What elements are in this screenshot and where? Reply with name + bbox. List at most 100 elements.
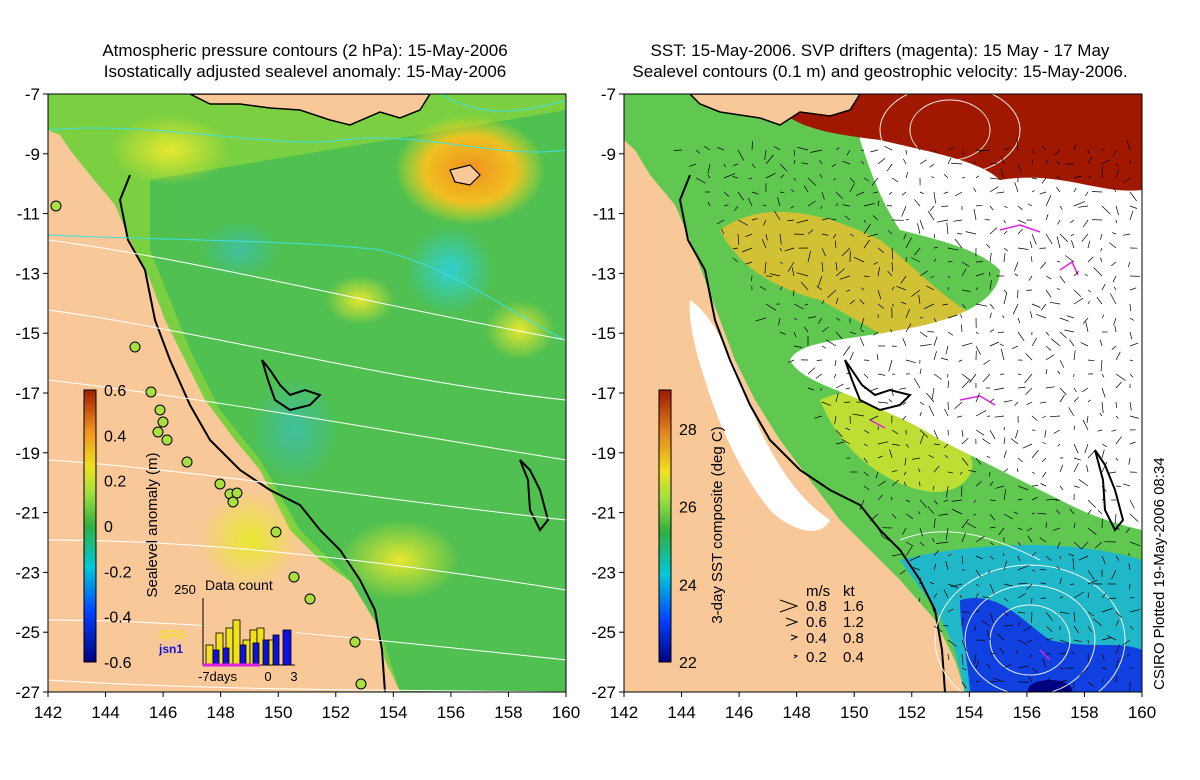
right-title-line2: Sealevel contours (0.1 m) and geostrophi… xyxy=(632,62,1128,81)
velocity-arrow xyxy=(869,415,879,421)
velocity-arrow xyxy=(1101,667,1107,670)
velocity-arrow xyxy=(975,481,982,487)
velocity-arrow xyxy=(942,303,949,306)
velocity-arrow xyxy=(821,345,826,349)
right-x-tick-label: 152 xyxy=(898,703,926,722)
velocity-arrow xyxy=(961,555,964,564)
velocity-arrow xyxy=(919,429,929,438)
velocity-arrow xyxy=(1045,499,1058,501)
velocity-arrow xyxy=(1017,665,1029,669)
velocity-arrow xyxy=(989,177,1001,180)
velocity-arrow xyxy=(870,149,879,153)
left-y-tick-label: -7 xyxy=(25,85,40,104)
velocity-arrow xyxy=(959,594,963,599)
velocity-arrow xyxy=(1041,177,1047,184)
velocity-arrow xyxy=(877,266,881,277)
left-x-tick-label: 154 xyxy=(379,703,407,722)
velocity-arrow xyxy=(1059,464,1064,473)
sla-colorbar xyxy=(83,389,97,663)
velocity-arrow xyxy=(1071,651,1075,655)
velocity-arrow xyxy=(1101,449,1105,459)
velocity-arrow xyxy=(1059,667,1064,670)
velocity-arrow xyxy=(1045,233,1053,245)
velocity-arrow xyxy=(1044,429,1047,438)
velocity-arrow xyxy=(1101,678,1104,683)
velocity-arrow xyxy=(1024,373,1033,384)
velocity-arrow xyxy=(1003,399,1013,403)
velocity-arrow xyxy=(961,639,967,651)
velocity-arrow xyxy=(835,441,845,445)
sla-colorbar-tick-label: -0.4 xyxy=(104,610,132,627)
velocity-arrow xyxy=(1031,160,1034,165)
velocity-arrow xyxy=(891,469,898,473)
sst-yellow-patches xyxy=(820,392,973,492)
velocity-arrow xyxy=(988,569,991,574)
velocity-arrow xyxy=(1052,527,1061,531)
velocity-arrow xyxy=(792,289,795,297)
velocity-arrow xyxy=(873,331,879,336)
velocity-arrow xyxy=(989,253,992,263)
velocity-arrow xyxy=(791,267,795,277)
velocity-arrow xyxy=(1031,512,1035,515)
velocity-arrow xyxy=(1109,293,1117,305)
velocity-arrow xyxy=(891,261,893,272)
velocity-arrow xyxy=(732,257,739,263)
velocity-arrow xyxy=(825,339,837,347)
velocity-arrow xyxy=(1101,148,1105,151)
right-x-tick-label: 158 xyxy=(1070,703,1098,722)
velocity-arrow xyxy=(1129,317,1134,321)
velocity-arrow xyxy=(1087,639,1089,644)
velocity-arrow xyxy=(918,294,921,305)
left-x-tick-label: 158 xyxy=(494,703,522,722)
velocity-arrow xyxy=(975,610,981,613)
velocity-arrow xyxy=(1113,286,1117,291)
velocity-arrow xyxy=(835,203,839,207)
left-y-tick-label: -17 xyxy=(15,384,40,403)
velocity-arrow xyxy=(1087,569,1095,580)
right-x-tick-label: 144 xyxy=(667,703,695,722)
velocity-arrow xyxy=(986,244,991,249)
velocity-arrow xyxy=(1014,261,1019,272)
velocity-arrow xyxy=(919,499,928,508)
velocity-arrow xyxy=(905,499,911,503)
velocity-arrow xyxy=(961,303,966,309)
velocity-arrow xyxy=(919,343,932,347)
velocity-arrow xyxy=(1014,182,1019,193)
velocity-arrow xyxy=(716,219,725,225)
velocity-arrow xyxy=(974,653,977,665)
velocity-arrow xyxy=(947,553,952,557)
velocity-arrow xyxy=(890,329,893,333)
velocity-arrow xyxy=(886,205,893,207)
velocity-arrow xyxy=(816,359,823,361)
velocity-arrow xyxy=(779,191,785,194)
velocity-arrow xyxy=(989,583,995,595)
velocity-arrow xyxy=(929,205,935,212)
velocity-arrow xyxy=(1129,331,1133,340)
velocity-arrow xyxy=(737,149,745,161)
velocity-arrow xyxy=(989,303,995,310)
velocity-arrow xyxy=(707,163,711,174)
velocity-arrow xyxy=(1073,591,1084,599)
velocity-arrow xyxy=(842,160,851,165)
velocity-arrow xyxy=(1017,163,1022,173)
velocity-arrow xyxy=(1002,552,1005,557)
velocity-arrow xyxy=(1049,301,1061,305)
velocity-arrow xyxy=(975,392,980,403)
velocity-arrow xyxy=(960,314,963,319)
velocity-arrow xyxy=(933,258,937,263)
velocity-arrow xyxy=(1059,596,1064,599)
velocity-arrow xyxy=(1042,658,1047,669)
velocity-arrow xyxy=(1078,555,1089,561)
velocity-arrow xyxy=(896,285,907,291)
velocity-arrow xyxy=(807,200,816,207)
velocity-arrow xyxy=(889,449,893,459)
velocity-arrow xyxy=(973,499,977,504)
velocity-arrow xyxy=(891,286,895,291)
velocity-arrow xyxy=(989,186,999,193)
velocity-arrow xyxy=(944,408,949,417)
velocity-arrow xyxy=(946,485,949,498)
right-map-plot xyxy=(624,94,1142,692)
velocity-arrow xyxy=(916,146,921,151)
velocity-arrow xyxy=(1073,611,1076,623)
